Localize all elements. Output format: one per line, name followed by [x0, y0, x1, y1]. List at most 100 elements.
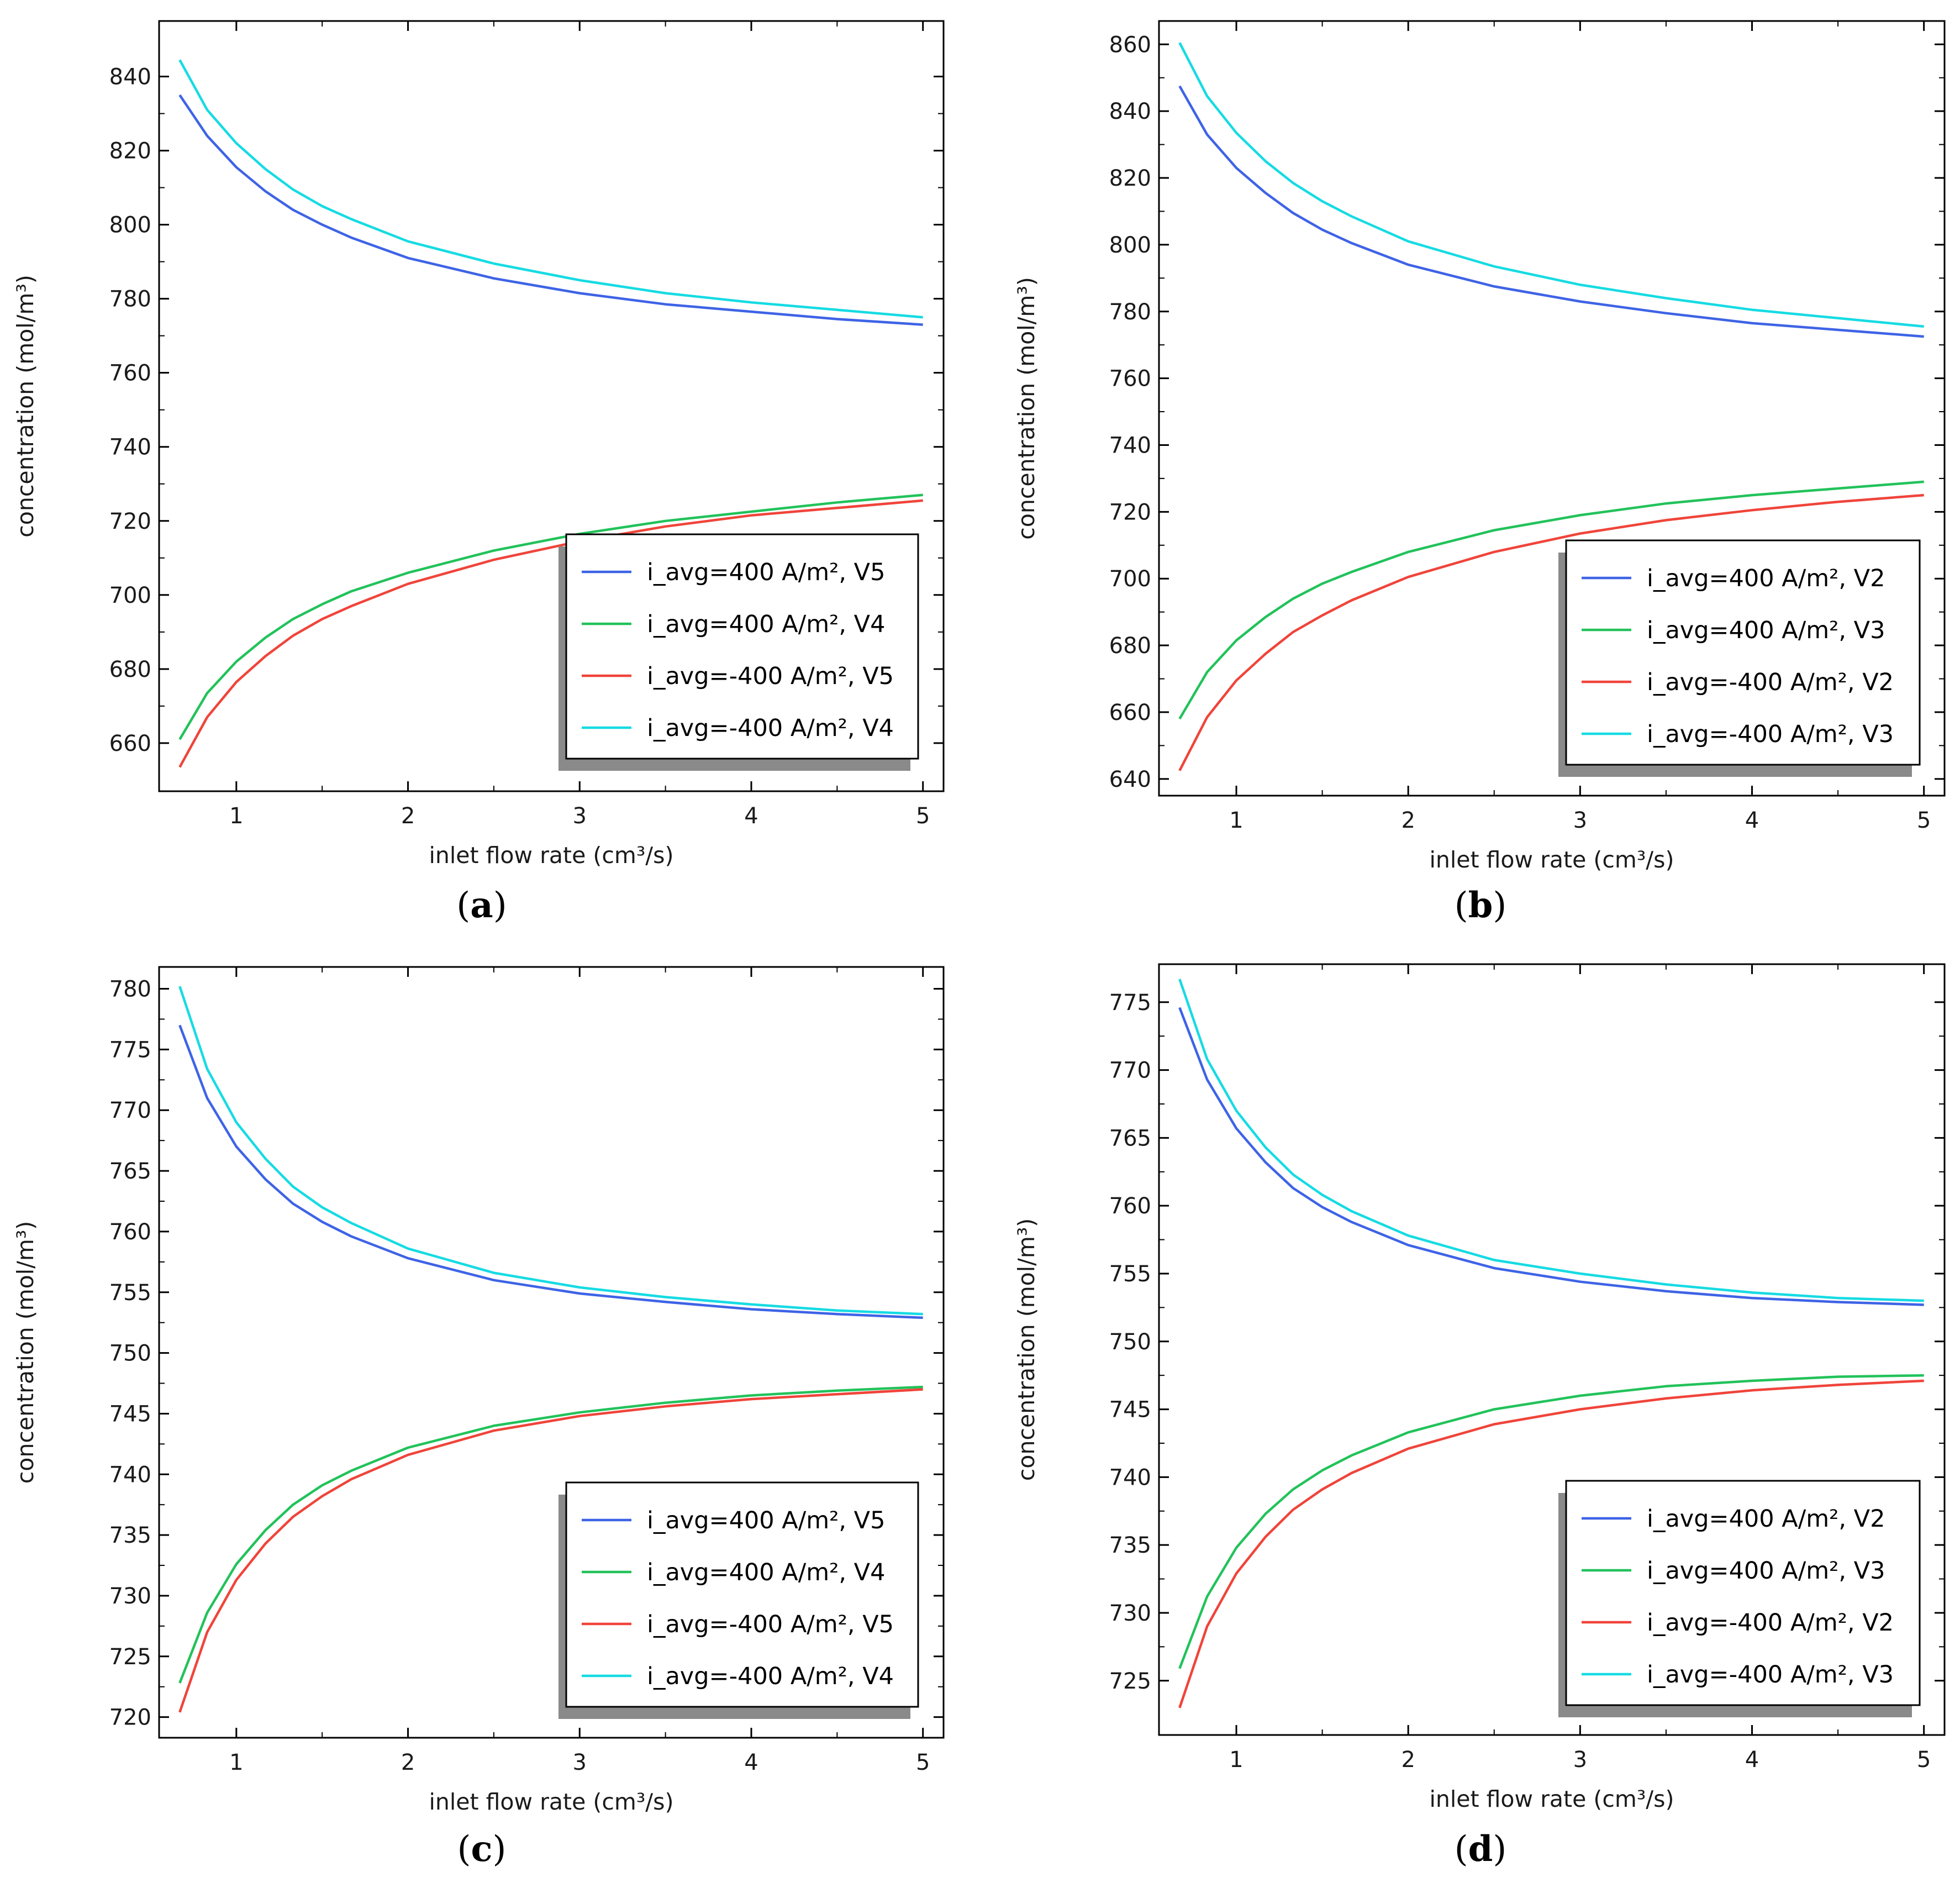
x-tick-label: 3 — [1573, 808, 1587, 833]
panel-letter: a — [470, 885, 493, 926]
y-tick-label: 725 — [1109, 1669, 1151, 1694]
series-line-red — [1178, 493, 1924, 771]
x-tick-label: 3 — [573, 803, 587, 829]
y-tick-label: 765 — [109, 1159, 151, 1184]
y-tick-label: 780 — [109, 977, 151, 1002]
y-tick-label: 800 — [1109, 233, 1151, 258]
y-tick-label: 800 — [109, 213, 151, 238]
y-tick-label: 750 — [109, 1341, 151, 1366]
y-tick-label: 640 — [1109, 767, 1151, 792]
panel-letter: d — [1468, 1828, 1493, 1870]
y-axis-label: concentration (mol/m³) — [1013, 1218, 1040, 1481]
legend-entry: i_avg=400 A/m², V3 — [1647, 617, 1885, 644]
panel-label: (d) — [1455, 1828, 1507, 1870]
series-line-green — [178, 493, 923, 740]
series-line-blue — [1178, 1007, 1924, 1306]
legend: i_avg=400 A/m², V5 i_avg=400 A/m², V4 i_av… — [559, 533, 919, 771]
y-tick-label: 680 — [109, 657, 151, 682]
legend-entry: i_avg=-400 A/m², V5 — [647, 662, 894, 690]
x-tick-label: 3 — [573, 1750, 587, 1775]
legend-entry: i_avg=-400 A/m², V4 — [647, 1663, 894, 1690]
y-tick-label: 760 — [109, 361, 151, 386]
series-line-green — [1178, 1374, 1924, 1669]
legend-entry: i_avg=-400 A/m², V2 — [1647, 1609, 1894, 1637]
series-line-cyan — [178, 59, 923, 319]
x-tick-label: 4 — [744, 803, 758, 829]
legend-entry: i_avg=400 A/m², V4 — [647, 1559, 885, 1586]
x-tick-label: 1 — [229, 1750, 243, 1775]
legend-entry: i_avg=-400 A/m², V4 — [647, 714, 894, 742]
y-tick-label: 740 — [1109, 1465, 1151, 1490]
panel-d: 1 2 3 4 5 725 730 735 740 745 750 755 760 765 770 775 in… — [1013, 963, 1946, 1870]
x-tick-label: 1 — [1229, 808, 1243, 833]
series-line-red — [1178, 1379, 1924, 1708]
y-tick-label: 745 — [109, 1401, 151, 1427]
panel-label: (b) — [1455, 885, 1507, 926]
y-tick-label: 680 — [1109, 633, 1151, 659]
x-tick-label: 2 — [401, 803, 415, 829]
panel-label: (c) — [457, 1828, 507, 1870]
y-tick-label: 750 — [1109, 1329, 1151, 1355]
y-tick-label: 720 — [1109, 499, 1151, 525]
y-tick-label: 770 — [1109, 1058, 1151, 1084]
legend-entry: i_avg=-400 A/m², V2 — [1647, 669, 1894, 696]
panel-a: 1 2 3 4 5 660 680 700 720 740 760 780 800 820 840 inlet… — [12, 20, 945, 926]
y-tick-label: 770 — [109, 1098, 151, 1123]
legend: i_avg=400 A/m², V2 i_avg=400 A/m², V3 i_av… — [1558, 539, 1921, 777]
series-line-green — [178, 1385, 923, 1684]
y-tick-label: 660 — [1109, 700, 1151, 725]
y-tick-label: 725 — [109, 1644, 151, 1670]
x-tick-label: 1 — [1229, 1747, 1243, 1773]
y-tick-label: 735 — [109, 1523, 151, 1548]
y-tick-label: 740 — [109, 1462, 151, 1487]
y-tick-label: 840 — [1109, 99, 1151, 124]
legend-entry: i_avg=400 A/m², V4 — [647, 611, 885, 638]
series-line-green — [1178, 480, 1924, 720]
legend-entry: i_avg=-400 A/m², V3 — [1647, 1661, 1894, 1689]
legend-entry: i_avg=400 A/m², V3 — [1647, 1557, 1885, 1585]
x-axis-label: inlet flow rate (cm³/s) — [429, 1789, 674, 1815]
y-tick-label: 700 — [1109, 566, 1151, 592]
y-tick-label: 775 — [109, 1037, 151, 1063]
y-tick-label: 860 — [1109, 32, 1151, 57]
x-tick-label: 3 — [1573, 1747, 1587, 1773]
y-tick-label: 660 — [109, 731, 151, 756]
x-tick-label: 2 — [401, 1750, 415, 1775]
x-axis-label: inlet flow rate (cm³/s) — [429, 842, 674, 869]
x-tick-label: 4 — [1745, 808, 1759, 833]
y-tick-label: 745 — [1109, 1397, 1151, 1423]
legend-entry: i_avg=400 A/m², V5 — [647, 1507, 885, 1534]
panel-c: 1 2 3 4 5 720 725 730 735 740 745 750 755 760 765 770 77… — [12, 966, 945, 1870]
y-tick-label: 755 — [1109, 1261, 1151, 1287]
y-tick-label: 780 — [1109, 299, 1151, 325]
y-tick-label: 760 — [109, 1219, 151, 1245]
y-tick-label: 755 — [109, 1280, 151, 1306]
y-tick-label: 735 — [1109, 1533, 1151, 1558]
x-axis-label: inlet flow rate (cm³/s) — [1430, 846, 1674, 873]
series-line-red — [178, 1388, 923, 1713]
y-tick-label: 775 — [1109, 990, 1151, 1016]
legend: i_avg=400 A/m², V5 i_avg=400 A/m², V4 i_av… — [559, 1481, 919, 1719]
series-line-blue — [1178, 85, 1924, 338]
panel-label: (a) — [456, 885, 507, 926]
x-tick-label: 1 — [229, 803, 243, 829]
y-tick-label: 730 — [1109, 1601, 1151, 1626]
x-tick-label: 2 — [1401, 808, 1415, 833]
x-tick-label: 4 — [744, 1750, 758, 1775]
y-tick-label: 740 — [1109, 433, 1151, 458]
legend-entry: i_avg=-400 A/m², V3 — [1647, 721, 1894, 748]
y-tick-label: 740 — [109, 435, 151, 460]
y-tick-label: 780 — [109, 287, 151, 312]
y-tick-label: 730 — [109, 1584, 151, 1609]
y-tick-label: 765 — [1109, 1126, 1151, 1151]
series-line-blue — [178, 1024, 923, 1319]
series-line-cyan — [1178, 979, 1924, 1302]
y-tick-label: 720 — [109, 1705, 151, 1731]
x-tick-label: 2 — [1401, 1747, 1415, 1773]
y-axis-label: concentration (mol/m³) — [12, 1221, 39, 1484]
y-axis-label: concentration (mol/m³) — [1013, 277, 1040, 540]
legend: i_avg=400 A/m², V2 i_avg=400 A/m², V3 i_av… — [1558, 1480, 1921, 1717]
panel-letter: c — [471, 1828, 493, 1870]
series-line-blue — [178, 94, 923, 326]
